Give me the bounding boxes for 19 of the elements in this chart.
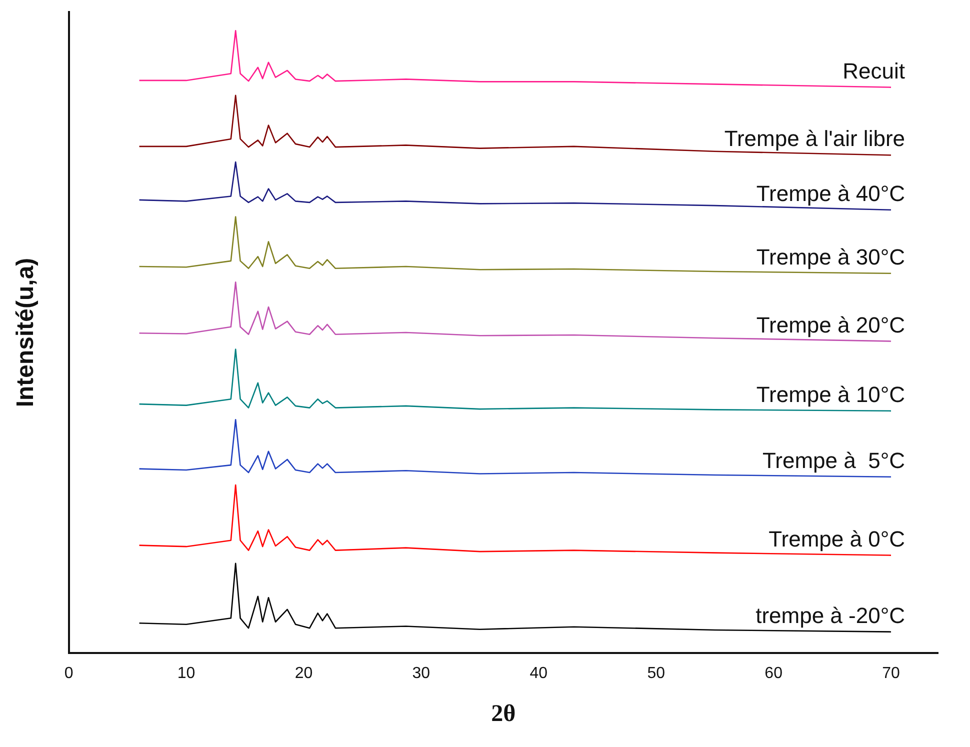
series-label: Trempe à 30°C — [756, 244, 906, 270]
series-label: Trempe à 0°C — [768, 526, 906, 552]
x-tick-label: 20 — [294, 665, 313, 682]
series-label: Trempe à 10°C — [756, 382, 906, 407]
x-tick-label: 70 — [882, 665, 900, 682]
series-label: Recuit — [842, 58, 906, 84]
x-tick-label: 30 — [412, 665, 430, 682]
x-tick-label: 10 — [177, 665, 196, 682]
x-tick-label: 60 — [764, 665, 783, 682]
x-tick-label: 40 — [530, 665, 548, 682]
series-label: Trempe à 20°C — [756, 312, 906, 338]
series-label: trempe à -20°C — [756, 602, 906, 628]
series-label: Trempe à 5°C — [762, 448, 906, 473]
series-label: Trempe à l'air libre — [724, 126, 906, 152]
series-label: Trempe à 40°C — [756, 180, 906, 206]
y-axis-title: Intensité(u,a) — [12, 258, 40, 408]
x-tick-label: 50 — [647, 665, 666, 682]
x-axis-title: 2θ — [491, 700, 516, 727]
x-tick-label: 0 — [64, 665, 74, 682]
